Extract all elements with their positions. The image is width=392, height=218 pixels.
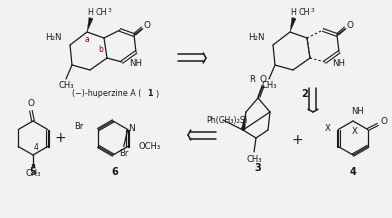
Text: H: H xyxy=(290,9,296,17)
Text: CH: CH xyxy=(95,9,107,17)
Text: Ph(CH₃)₂Si: Ph(CH₃)₂Si xyxy=(206,116,247,124)
Text: CH: CH xyxy=(298,9,310,17)
Text: +: + xyxy=(291,133,303,147)
Text: CH₃: CH₃ xyxy=(58,82,74,90)
Polygon shape xyxy=(290,17,296,32)
Text: NH: NH xyxy=(332,60,345,68)
Text: X: X xyxy=(352,127,358,136)
Text: Br: Br xyxy=(119,149,129,158)
Text: O: O xyxy=(260,75,267,83)
Text: H₂N: H₂N xyxy=(45,34,62,43)
Text: ): ) xyxy=(155,90,158,99)
Text: 3: 3 xyxy=(255,163,261,173)
Text: 1: 1 xyxy=(147,90,153,99)
Text: a: a xyxy=(85,34,89,44)
Text: O: O xyxy=(347,22,354,31)
Text: NH: NH xyxy=(352,107,365,116)
Text: 2: 2 xyxy=(301,89,309,99)
Text: O: O xyxy=(143,22,151,31)
Text: X: X xyxy=(324,124,330,133)
Text: CH₃: CH₃ xyxy=(261,82,277,90)
Text: b: b xyxy=(98,44,103,53)
Text: CH₃: CH₃ xyxy=(25,169,41,177)
Text: R: R xyxy=(249,75,255,85)
Text: Br: Br xyxy=(74,122,83,131)
Text: N: N xyxy=(128,124,135,133)
Text: 4: 4 xyxy=(350,167,356,177)
Text: O: O xyxy=(380,117,387,126)
Polygon shape xyxy=(241,112,246,130)
Text: (−)-huperzine A (: (−)-huperzine A ( xyxy=(72,90,141,99)
Text: 6: 6 xyxy=(112,167,118,177)
Text: OCH₃: OCH₃ xyxy=(139,142,161,151)
Text: O: O xyxy=(27,99,34,109)
Text: H₂N: H₂N xyxy=(249,34,265,43)
Text: 5: 5 xyxy=(30,167,36,177)
Text: 3: 3 xyxy=(107,8,111,13)
Text: +: + xyxy=(54,131,66,145)
Text: NH: NH xyxy=(129,60,143,68)
Text: 3: 3 xyxy=(310,8,314,13)
Text: H: H xyxy=(87,9,93,17)
Polygon shape xyxy=(87,17,93,32)
Text: 4: 4 xyxy=(34,143,38,152)
Text: CH₃: CH₃ xyxy=(246,155,262,164)
